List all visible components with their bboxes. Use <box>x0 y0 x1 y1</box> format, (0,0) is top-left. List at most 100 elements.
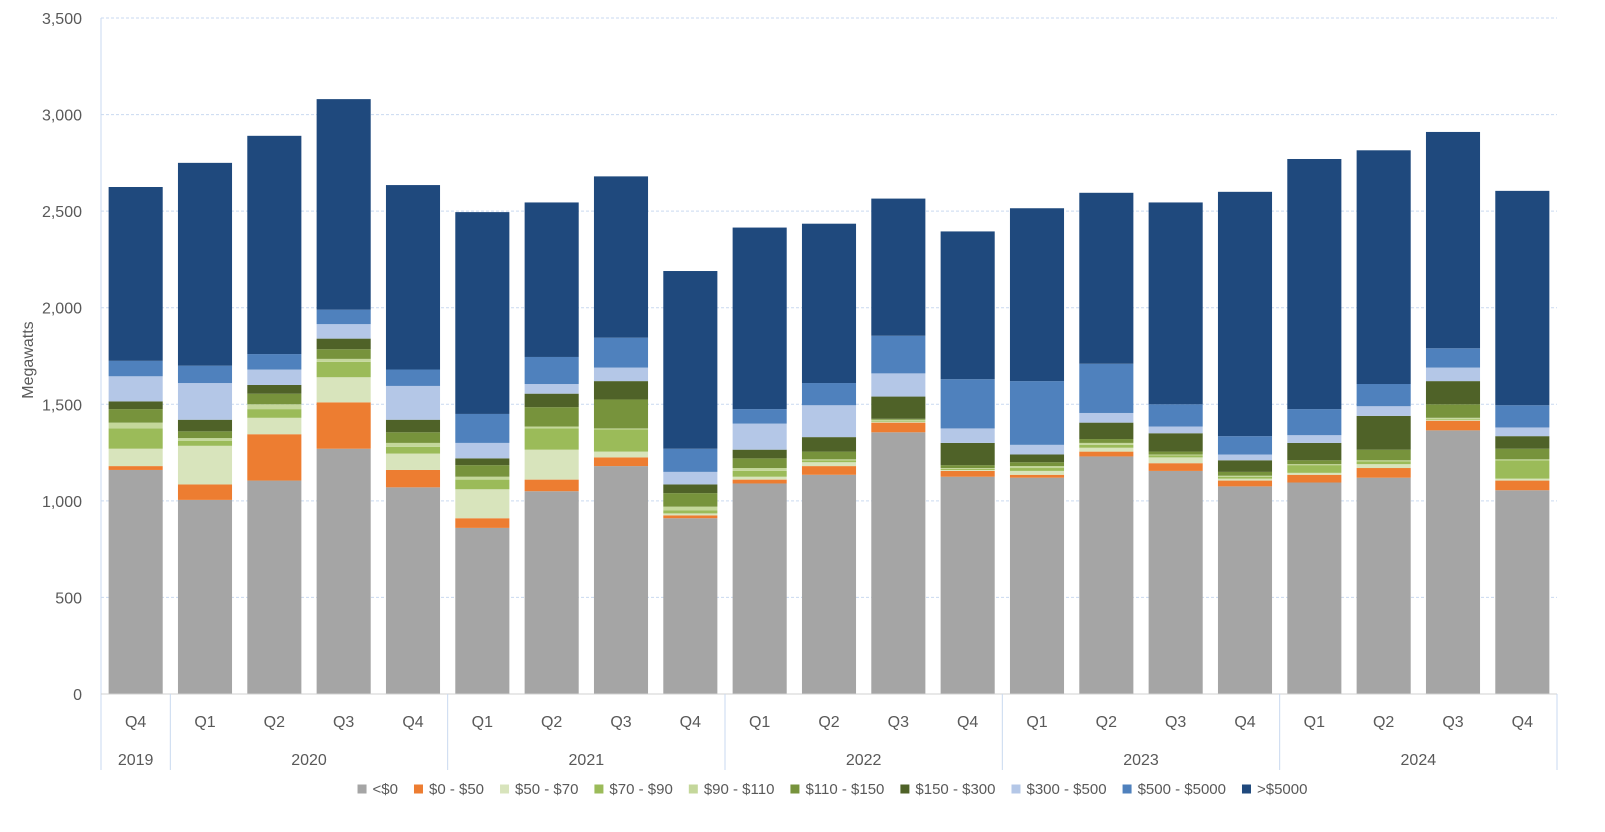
bar-segment <box>177 445 233 485</box>
bar-segment <box>1079 439 1134 443</box>
bar-segment <box>177 383 233 420</box>
bar-segment <box>1425 367 1481 382</box>
x-tick-label: Q4 <box>680 714 701 731</box>
bar-segment <box>316 99 371 310</box>
bar-segment <box>385 453 441 470</box>
bar-segment <box>732 479 787 484</box>
bar-segment <box>1009 474 1065 478</box>
bar-segment <box>801 451 857 460</box>
bar-segment <box>593 428 649 430</box>
bar-stack <box>1217 191 1273 694</box>
bar-segment <box>1009 466 1065 469</box>
bar-segment <box>663 484 718 494</box>
bar-segment <box>385 487 441 694</box>
bar-segment <box>871 335 926 374</box>
bar-stack <box>1425 131 1481 694</box>
bar-segment <box>1495 427 1550 437</box>
bar-segment <box>593 457 649 467</box>
bar-segment <box>455 212 510 414</box>
x-tick-label: Q4 <box>1234 714 1255 731</box>
bar-segment <box>524 449 579 480</box>
bar-segment <box>1148 451 1203 455</box>
x-tick-label: Q1 <box>194 714 215 731</box>
bar-stack <box>1287 158 1342 694</box>
x-tick-label: Q3 <box>333 714 354 731</box>
bar-segment <box>940 465 995 469</box>
bar-segment <box>385 419 441 433</box>
bar-segment <box>1079 412 1134 423</box>
bar-segment <box>871 420 926 422</box>
legend-item: >$5000 <box>1241 781 1307 798</box>
bar-stack <box>385 185 441 694</box>
axes: 0 500 1,000 1,500 2,000 2,500 3,000 3,500 Q4 Q1 Q2… <box>42 11 1558 770</box>
bar-segment <box>1356 150 1411 385</box>
bar-segment <box>1425 404 1481 418</box>
bar-segment <box>1217 480 1273 487</box>
bar-segment <box>316 448 371 694</box>
bar-segment <box>801 223 857 384</box>
bar-segment <box>663 510 718 514</box>
bar-segment <box>871 418 926 420</box>
bar-segment <box>247 434 302 481</box>
bar-segment <box>732 423 787 450</box>
bar-segment <box>247 369 302 385</box>
x-tick-label: Q3 <box>1165 714 1186 731</box>
bar-segment <box>1148 202 1203 405</box>
bar-segment <box>1217 436 1273 455</box>
bar-segment <box>1287 460 1342 465</box>
x-tick-label: Q1 <box>1304 714 1325 731</box>
bar-segment <box>1148 426 1203 434</box>
bar-segment <box>524 426 579 429</box>
bar-stack <box>316 99 371 694</box>
bar-segment <box>1495 448 1550 460</box>
bars <box>108 99 1550 694</box>
bar-segment <box>108 448 163 467</box>
bar-segment <box>1009 470 1065 475</box>
bar-segment <box>385 442 441 447</box>
x-tick-label: Q2 <box>541 714 562 731</box>
bar-segment <box>1356 384 1411 407</box>
bar-segment <box>1009 477 1065 694</box>
x-tick-label: Q4 <box>125 714 146 731</box>
bar-segment <box>524 407 579 427</box>
bar-segment <box>593 176 649 338</box>
bar-segment <box>1425 420 1481 431</box>
legend-label: $0 - $50 <box>429 781 484 798</box>
bar-segment <box>871 198 926 336</box>
year-label: 2021 <box>569 752 605 769</box>
bar-segment <box>1217 460 1273 472</box>
bar-segment <box>732 458 787 469</box>
legend-label: $70 - $90 <box>609 781 672 798</box>
x-tick-label: Q4 <box>402 714 423 731</box>
y-tick-label: 1,500 <box>42 397 82 414</box>
bar-segment <box>1425 348 1481 368</box>
bar-segment <box>801 383 857 406</box>
legend-swatch <box>1011 784 1021 794</box>
bar-segment <box>1287 435 1342 443</box>
bar-segment <box>1425 430 1481 694</box>
bar-segment <box>316 361 371 378</box>
bar-segment <box>455 476 510 480</box>
bar-segment <box>801 437 857 452</box>
legend-label: $150 - $300 <box>915 781 995 798</box>
bar-stack <box>593 176 649 694</box>
bar-segment <box>732 468 787 471</box>
bar-segment <box>940 469 995 471</box>
bar-stack <box>663 271 718 694</box>
bar-segment <box>593 367 649 382</box>
x-tick-label: Q3 <box>1442 714 1463 731</box>
bar-segment <box>801 462 857 467</box>
bar-segment <box>732 227 787 410</box>
legend-label: $300 - $500 <box>1026 781 1106 798</box>
bar-segment <box>1217 486 1273 694</box>
legend: <$0 $0 - $50 $50 - $70 $70 - $90 $90 - $110 $… <box>357 781 1307 798</box>
bar-segment <box>524 491 579 694</box>
bar-segment <box>247 417 302 435</box>
y-tick-label: 3,000 <box>42 108 82 125</box>
bar-segment <box>801 459 857 461</box>
bar-segment <box>1148 455 1203 458</box>
legend-item: $500 - $5000 <box>1122 781 1226 798</box>
bar-segment <box>316 402 371 449</box>
bar-segment <box>871 432 926 694</box>
legend-item: $50 - $70 <box>500 781 578 798</box>
